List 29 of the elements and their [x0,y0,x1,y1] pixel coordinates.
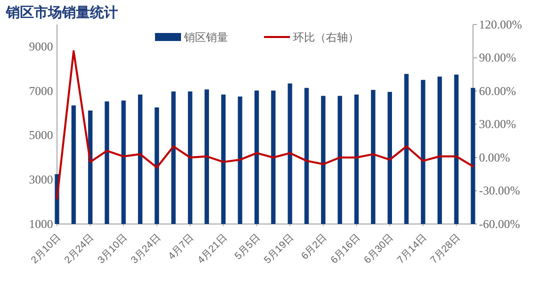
x-tick-label: 2月10日 [29,232,64,266]
y2-tick-label: 120.00% [479,17,522,32]
y2-tick-label: 60.00% [479,84,516,98]
legend-label: 销区销量 [183,32,228,44]
y2-tick-label: 30.00% [479,117,516,132]
x-tick-label: 6月30日 [362,232,396,266]
y-tick-label: 5000 [29,128,53,142]
y-tick-label: 1000 [29,216,53,231]
x-tick-label: 2月24日 [62,232,96,266]
y-tick-label: 3000 [29,172,53,187]
y-tick-label: 9000 [29,40,53,54]
x-tick-label: 6月2日 [300,232,330,262]
legend-label: 环比（右轴） [293,31,359,44]
y2-tick-label: -60.00% [479,216,520,231]
y2-tick-label: 0.00% [479,150,510,164]
y-tick-label: 7000 [29,84,53,98]
x-tick-label: 5月5日 [233,232,263,262]
x-tick-label: 5月19日 [262,232,296,266]
chart-title: 销区市场销量统计 [5,4,118,20]
y2-tick-label: 90.00% [479,50,516,65]
y2-tick-label: -30.00% [479,184,520,198]
x-tick-label: 3月10日 [96,232,130,266]
x-tick-label: 3月24日 [129,232,163,266]
x-tick-label: 7月28日 [428,232,462,266]
x-tick-label: 7月14日 [395,232,430,266]
x-tick-label: 4月7日 [166,232,196,262]
x-tick-label: 4月21日 [196,232,230,266]
x-tick-label: 6月16日 [328,232,363,266]
line-series [56,50,474,200]
